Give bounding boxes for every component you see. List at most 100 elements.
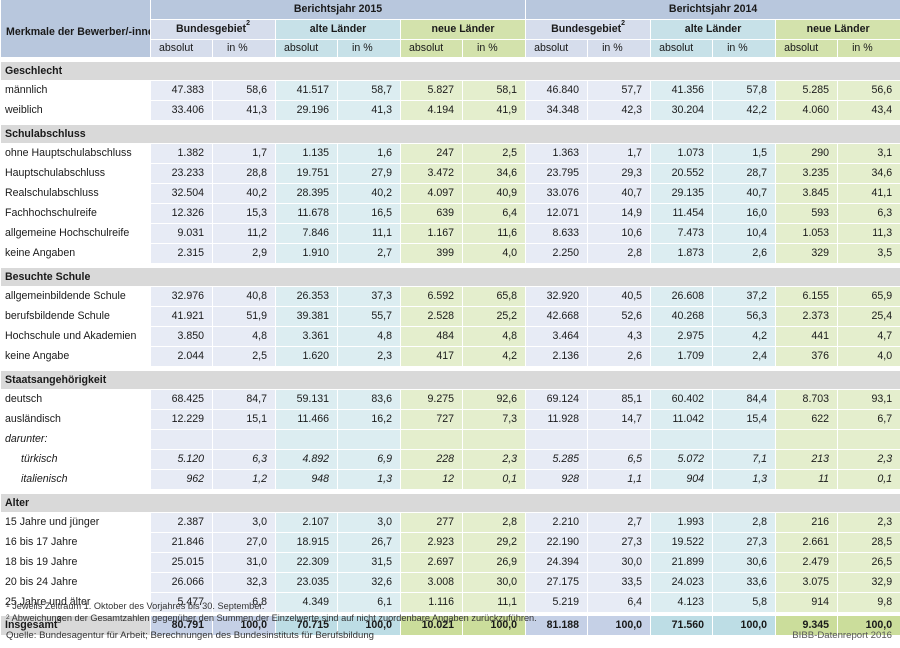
value-percent: 31,5 xyxy=(338,553,401,573)
value-percent: 100,0 xyxy=(838,613,900,636)
value-percent: 34,6 xyxy=(463,164,527,184)
value-percent: 0,1 xyxy=(463,470,527,490)
table-row: Fachhochschulreife 12.326 15,3 11.678 16,5 63… xyxy=(1,204,900,224)
value-absolute: 81.188 xyxy=(526,613,589,636)
value-absolute xyxy=(276,430,338,450)
value-percent: 33,5 xyxy=(588,573,652,593)
value-percent: 1,3 xyxy=(338,470,401,490)
source-text: Quelle: Bundesagentur für Arbeit; Berech… xyxy=(6,630,374,641)
value-percent: 28,5 xyxy=(838,533,900,553)
column-header-neu-2015: neue Länder xyxy=(401,20,527,40)
value-absolute: 329 xyxy=(776,244,839,264)
region-name: Bundesgebiet xyxy=(551,23,622,35)
value-percent: 29,2 xyxy=(463,533,527,553)
value-absolute: 27.175 xyxy=(526,573,589,593)
row-label: Hochschule und Akademien xyxy=(1,327,151,347)
region-name: alte Länder xyxy=(684,23,742,35)
value-percent: 32,3 xyxy=(213,573,276,593)
value-absolute xyxy=(526,430,589,450)
table-row: darunter: xyxy=(1,430,900,450)
value-percent: 2,5 xyxy=(213,347,276,367)
value-absolute: 622 xyxy=(776,410,839,430)
value-percent: 85,1 xyxy=(588,390,652,410)
row-label: ausländisch xyxy=(1,410,151,430)
value-percent: 1,5 xyxy=(713,144,777,164)
value-percent: 6,4 xyxy=(588,593,652,613)
table-row: italienisch 962 1,2 948 1,3 12 0,1 928 1,1 904 1,3… xyxy=(1,470,900,490)
table-row: 15 Jahre und jünger 2.387 3,0 2.107 3,0 277 2,… xyxy=(1,513,900,533)
value-absolute: 19.522 xyxy=(651,533,714,553)
value-absolute: 9.345 xyxy=(776,613,839,636)
table-row: berufsbildende Schule 41.921 51,9 39.381 55,… xyxy=(1,307,900,327)
value-percent: 5,8 xyxy=(713,593,777,613)
value-absolute: 4.060 xyxy=(776,101,839,121)
value-percent: 2,3 xyxy=(338,347,401,367)
value-absolute: 2.975 xyxy=(651,327,714,347)
value-absolute: 1.873 xyxy=(651,244,714,264)
row-label: 18 bis 19 Jahre xyxy=(1,553,151,573)
unit-header-percent: in % xyxy=(463,40,527,58)
value-absolute: 213 xyxy=(776,450,839,470)
value-absolute: 2.661 xyxy=(776,533,839,553)
value-absolute: 6.592 xyxy=(401,287,463,307)
value-absolute xyxy=(151,430,213,450)
value-percent: 42,2 xyxy=(713,101,777,121)
value-absolute: 20.552 xyxy=(651,164,714,184)
value-percent: 58,1 xyxy=(463,81,527,101)
unit-header-percent: in % xyxy=(838,40,900,58)
value-absolute: 26.066 xyxy=(151,573,213,593)
value-absolute: 46.840 xyxy=(526,81,589,101)
row-label: Fachhochschulreife xyxy=(1,204,151,224)
section-header: Schulabschluss xyxy=(1,121,900,144)
value-absolute: 277 xyxy=(401,513,463,533)
value-percent: 100,0 xyxy=(463,613,527,636)
value-percent: 2,8 xyxy=(588,244,652,264)
footnote: 2 Abweichungen der Gesamtzahlen gegenübe… xyxy=(6,612,896,624)
value-percent: 11,3 xyxy=(838,224,900,244)
value-percent: 25,2 xyxy=(463,307,527,327)
value-percent: 84,7 xyxy=(213,390,276,410)
value-percent: 40,8 xyxy=(213,287,276,307)
value-absolute: 639 xyxy=(401,204,463,224)
value-absolute: 11 xyxy=(776,470,839,490)
table-row: 25 Jahre und älter 5.477 6,8 4.349 6,1 1.116 1… xyxy=(1,593,900,613)
value-absolute: 30.204 xyxy=(651,101,714,121)
value-absolute: 1.073 xyxy=(651,144,714,164)
footnote-marker: 2 xyxy=(246,20,250,27)
value-absolute: 23.795 xyxy=(526,164,589,184)
value-percent: 84,4 xyxy=(713,390,777,410)
value-absolute: 39.381 xyxy=(276,307,338,327)
value-percent: 100,0 xyxy=(588,613,652,636)
value-percent: 65,9 xyxy=(838,287,900,307)
value-percent: 11,1 xyxy=(338,224,401,244)
value-percent: 57,7 xyxy=(588,81,652,101)
value-absolute: 4.097 xyxy=(401,184,463,204)
row-label: allgemeine Hochschulreife xyxy=(1,224,151,244)
value-percent: 100,0 xyxy=(713,613,777,636)
value-percent: 11,6 xyxy=(463,224,527,244)
footnote-number: 1 xyxy=(6,602,10,609)
value-percent: 27,0 xyxy=(213,533,276,553)
value-absolute: 3.361 xyxy=(276,327,338,347)
section-header: Staatsangehörigkeit xyxy=(1,367,900,390)
column-header-year-2015: Berichtsjahr 2015 xyxy=(151,0,527,20)
value-percent: 30,6 xyxy=(713,553,777,573)
unit-header-absolute: absolut xyxy=(651,40,714,58)
row-label: 20 bis 24 Jahre xyxy=(1,573,151,593)
section-header: Besuchte Schule xyxy=(1,264,900,287)
value-absolute: 41.921 xyxy=(151,307,213,327)
table-row: männlich 47.383 58,6 41.517 58,7 5.827 58,1 46.… xyxy=(1,81,900,101)
value-absolute: 5.285 xyxy=(776,81,839,101)
value-percent: 83,6 xyxy=(338,390,401,410)
value-absolute: 23.233 xyxy=(151,164,213,184)
value-percent: 93,1 xyxy=(838,390,900,410)
row-label: 25 Jahre und älter xyxy=(1,593,151,613)
source-line: Quelle: Bundesagentur für Arbeit; Berech… xyxy=(6,630,896,641)
value-absolute: 2.044 xyxy=(151,347,213,367)
row-label: männlich xyxy=(1,81,151,101)
footnote: 1 Jeweils Zeitraum 1. Oktober des Vorjah… xyxy=(6,600,896,612)
value-percent: 6,3 xyxy=(838,204,900,224)
value-absolute: 1.910 xyxy=(276,244,338,264)
value-percent xyxy=(213,430,276,450)
value-absolute: 441 xyxy=(776,327,839,347)
